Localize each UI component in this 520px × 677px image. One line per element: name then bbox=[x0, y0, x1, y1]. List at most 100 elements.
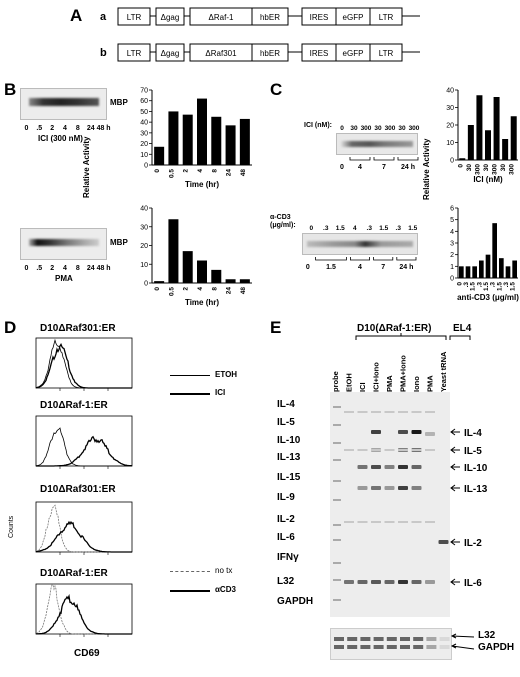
bar bbox=[154, 281, 165, 283]
panel-b-blot-bottom bbox=[20, 228, 107, 260]
gel-band bbox=[384, 521, 395, 523]
bar bbox=[239, 279, 250, 283]
probe-label: IL-2 bbox=[277, 514, 295, 525]
x-tick-label: 1.5 bbox=[470, 282, 477, 291]
y-tick-label: 6 bbox=[450, 206, 454, 213]
gel-band bbox=[333, 406, 341, 408]
construct-box bbox=[117, 43, 151, 62]
bracket-d10 bbox=[355, 335, 447, 340]
construct-box bbox=[251, 7, 289, 26]
x-tick-label: 48 bbox=[240, 169, 247, 177]
construct-box-label: eGFP bbox=[343, 13, 364, 22]
panel-c-blot-bottom bbox=[302, 233, 418, 255]
control-band bbox=[334, 637, 344, 641]
gel-band bbox=[425, 521, 435, 523]
y-tick-label: 30 bbox=[446, 105, 454, 112]
gel-lane-label: ICI+Iono bbox=[372, 362, 381, 392]
histogram-4 bbox=[35, 583, 133, 637]
control-band bbox=[426, 637, 437, 641]
lane-label: 0 bbox=[340, 125, 344, 132]
product-label: IL-6 bbox=[464, 578, 482, 589]
gel-band bbox=[333, 442, 341, 444]
construct-box-label: IRES bbox=[310, 49, 329, 58]
construct-box bbox=[369, 7, 403, 26]
histogram-3 bbox=[35, 501, 133, 555]
construct-box-label: IRES bbox=[310, 13, 329, 22]
gel-band bbox=[398, 521, 408, 523]
lane-label: 4 bbox=[63, 125, 67, 132]
band-arrow bbox=[450, 446, 460, 454]
bar bbox=[465, 266, 471, 278]
gel-band bbox=[357, 521, 368, 523]
x-tick-label: 0 bbox=[456, 282, 463, 286]
gel-band bbox=[371, 449, 381, 451]
time-bracket bbox=[349, 157, 371, 161]
bar bbox=[510, 116, 517, 160]
bottom-arrows bbox=[450, 633, 475, 650]
lane-label: 1.5 bbox=[379, 225, 388, 232]
construct-box-label: LTR bbox=[379, 49, 394, 58]
gel-band bbox=[344, 580, 354, 584]
gel-band bbox=[357, 411, 368, 413]
time-label: 0 bbox=[306, 264, 310, 271]
gel-band bbox=[344, 521, 354, 523]
time-bracket bbox=[396, 257, 417, 261]
gel-band bbox=[357, 580, 368, 584]
construct-box-label: ΔRaf301 bbox=[205, 49, 237, 58]
bar bbox=[211, 116, 222, 165]
gel-band bbox=[425, 411, 435, 413]
probe-label: IFNγ bbox=[277, 552, 299, 563]
x-tick-label: 48 bbox=[240, 287, 247, 295]
product-label: IL-5 bbox=[464, 446, 482, 457]
y-tick-label: 20 bbox=[140, 141, 148, 148]
bar bbox=[502, 139, 509, 160]
x-tick-label: .3 bbox=[490, 282, 497, 288]
x-tick-label: 30 bbox=[483, 164, 490, 172]
lane-label: 0 bbox=[309, 225, 313, 232]
x-tick-label: 24 bbox=[226, 287, 233, 295]
time-bracket bbox=[315, 257, 347, 261]
y-tick-label: 10 bbox=[446, 140, 454, 147]
x-tick-label: 0.5 bbox=[168, 169, 175, 178]
lane-label: .5 bbox=[36, 125, 42, 132]
x-tick-label: 0.5 bbox=[168, 287, 175, 296]
lane-label: 48 h bbox=[97, 265, 111, 272]
bar bbox=[512, 260, 517, 278]
panel-c-top-conc-labels: 0 30 300 30 300 30 300 bbox=[340, 125, 420, 132]
control-band bbox=[439, 645, 450, 649]
probe-label: IL-5 bbox=[277, 417, 295, 428]
gel-band bbox=[333, 424, 341, 426]
panel-c-ici-label: ICI (nM): bbox=[304, 122, 332, 129]
x-tick-label: 0 bbox=[457, 164, 464, 168]
panel-b-blot-top bbox=[20, 88, 107, 120]
gel-band bbox=[333, 562, 341, 564]
bar bbox=[239, 118, 250, 165]
gel-band bbox=[384, 580, 395, 584]
lane-label: 30 bbox=[350, 125, 358, 132]
gel-band bbox=[398, 465, 408, 469]
control-band bbox=[400, 637, 410, 641]
gel-band bbox=[398, 449, 408, 451]
blot-band bbox=[307, 241, 413, 247]
x-tick-label: 0 bbox=[154, 169, 161, 173]
y-tick-label: 70 bbox=[140, 88, 148, 95]
time-label: 7 bbox=[381, 264, 385, 271]
construct-box bbox=[251, 43, 289, 62]
gel-band bbox=[425, 432, 435, 436]
product-label: IL-2 bbox=[464, 538, 482, 549]
gel-band bbox=[411, 580, 422, 584]
gel-band bbox=[398, 486, 408, 490]
control-band bbox=[347, 637, 358, 641]
bottom-label-gapdh: GAPDH bbox=[478, 642, 515, 653]
x-tick-label: 4 bbox=[197, 169, 204, 173]
panel-e-lane-labels: probe EtOH ICI ICI+Iono PMA PMA+Iono Iono PMA Ye… bbox=[331, 351, 448, 392]
bar bbox=[492, 223, 497, 278]
band-arrow bbox=[450, 484, 460, 492]
product-label: IL-4 bbox=[464, 428, 482, 439]
control-band bbox=[413, 645, 424, 649]
construct-box-label: ΔRaf-1 bbox=[209, 13, 234, 22]
time-bracket bbox=[397, 157, 419, 161]
gel-lane-label: Iono bbox=[412, 376, 421, 392]
